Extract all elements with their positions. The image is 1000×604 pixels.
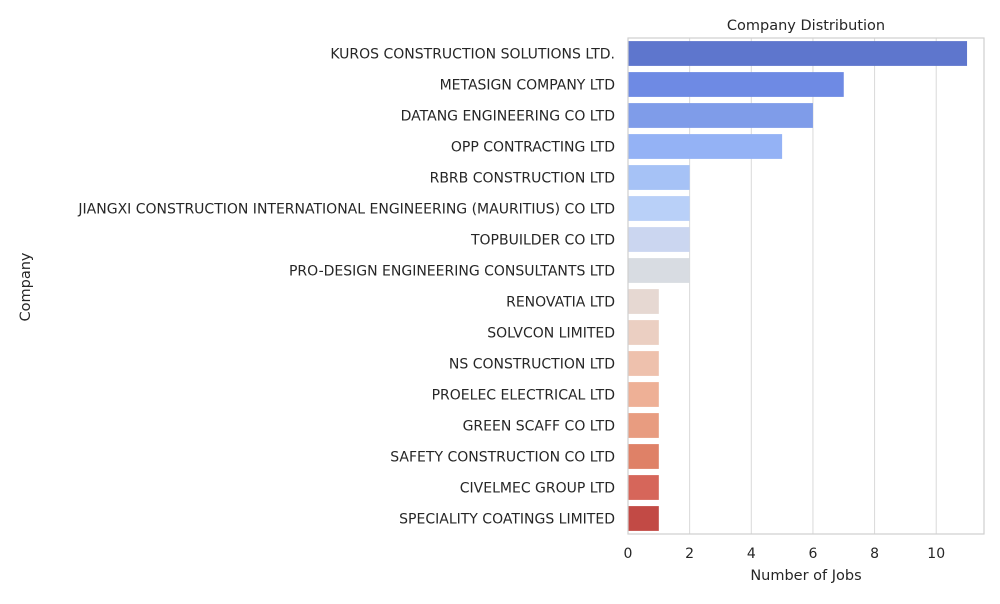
y-tick-label: JIANGXI CONSTRUCTION INTERNATIONAL ENGIN… [77, 202, 615, 218]
bar-12 [628, 413, 659, 438]
y-tick-label: GREEN SCAFF CO LTD [463, 419, 615, 435]
plot-border [627, 37, 985, 535]
x-tick-label: 10 [927, 546, 945, 562]
bar-10 [628, 351, 659, 376]
y-tick-label: SOLVCON LIMITED [487, 326, 615, 342]
y-tick-label: RENOVATIA LTD [506, 295, 615, 311]
bar-5 [628, 196, 690, 221]
y-tick-label: RBRB CONSTRUCTION LTD [430, 171, 615, 187]
y-tick-label: METASIGN COMPANY LTD [440, 78, 615, 94]
x-tick-label: 4 [747, 546, 756, 562]
chart-title: Company Distribution [727, 18, 885, 34]
bar-2 [628, 103, 813, 128]
bar-11 [628, 382, 659, 407]
bar-4 [628, 165, 690, 190]
y-tick-label: PROELEC ELECTRICAL LTD [432, 388, 615, 404]
y-tick-label: KUROS CONSTRUCTION SOLUTIONS LTD. [330, 47, 615, 63]
y-tick-label: PRO-DESIGN ENGINEERING CONSULTANTS LTD [289, 264, 615, 280]
bar-8 [628, 289, 659, 314]
bar-6 [628, 227, 690, 252]
bar-1 [628, 72, 844, 97]
x-tick-label: 0 [624, 546, 633, 562]
y-tick-label: DATANG ENGINEERING CO LTD [401, 109, 615, 125]
x-tick-label: 2 [685, 546, 694, 562]
bar-14 [628, 475, 659, 500]
x-axis-label: Number of Jobs [750, 568, 861, 584]
x-tick-label: 8 [870, 546, 879, 562]
bar-3 [628, 134, 783, 159]
y-tick-label: OPP CONTRACTING LTD [451, 140, 615, 156]
y-tick-label: CIVELMEC GROUP LTD [460, 481, 615, 497]
x-tick-labels: 0 2 4 6 8 10 [624, 546, 946, 562]
y-tick-label: TOPBUILDER CO LTD [470, 233, 615, 249]
bar-15 [628, 506, 659, 531]
y-axis-label: Company [18, 252, 34, 321]
y-tick-label: SAFETY CONSTRUCTION CO LTD [390, 450, 615, 466]
bars [628, 41, 968, 531]
y-tick-labels: KUROS CONSTRUCTION SOLUTIONS LTD. METASIG… [77, 47, 615, 528]
y-tick-label: SPECIALITY COATINGS LIMITED [399, 512, 615, 528]
bar-13 [628, 444, 659, 469]
plot-frame [627, 37, 985, 535]
y-tick-label: NS CONSTRUCTION LTD [449, 357, 615, 373]
x-tick-label: 6 [808, 546, 817, 562]
bar-0 [628, 41, 968, 66]
bar-7 [628, 258, 690, 283]
bar-9 [628, 320, 659, 345]
